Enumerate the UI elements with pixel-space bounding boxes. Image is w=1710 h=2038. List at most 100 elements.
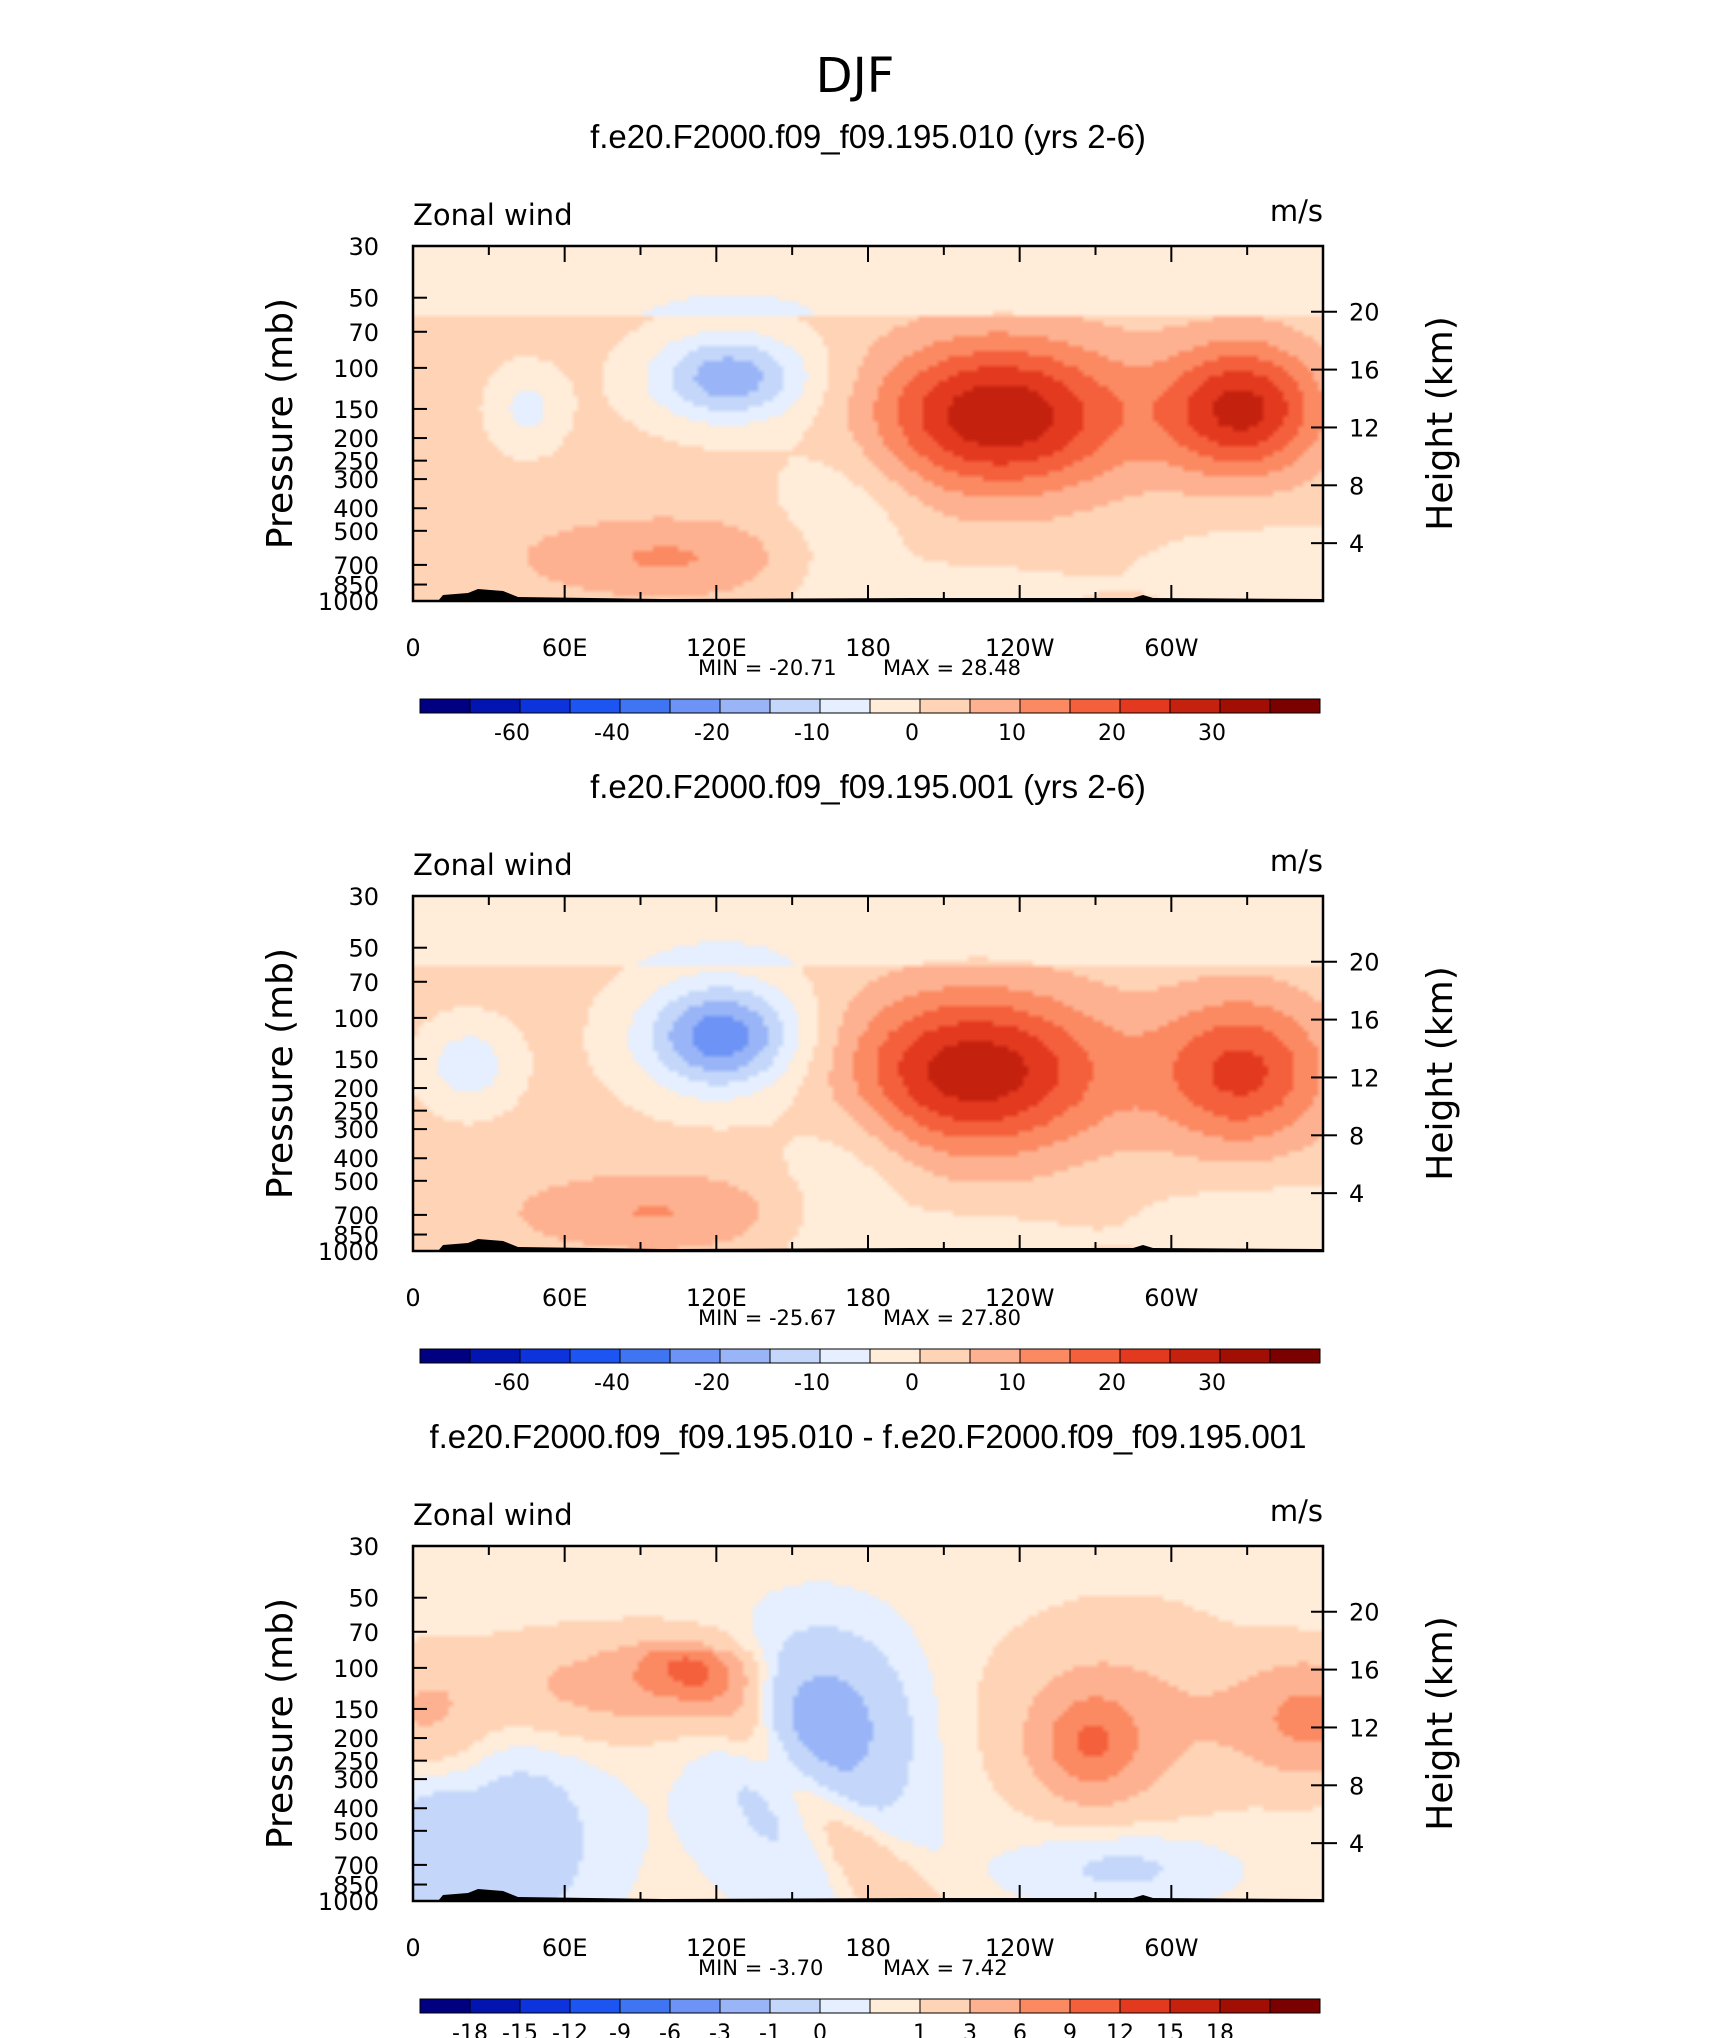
panel-title: f.e20.F2000.f09_f09.195.010 - f.e20.F200… — [429, 1418, 1306, 1455]
colorbar-swatch — [669, 698, 721, 714]
colorbar-label: -15 — [502, 2021, 538, 2038]
y-tick-label: 500 — [333, 1818, 379, 1846]
x-tick-label: 180 — [845, 634, 891, 662]
colorbar-label: 10 — [998, 721, 1026, 746]
colorbar-label: 0 — [905, 1371, 919, 1396]
colorbar-swatch — [1219, 698, 1271, 714]
y-tick-label: 150 — [333, 1046, 379, 1074]
colorbar-swatch — [969, 1998, 1021, 2014]
y-tick-label: 500 — [333, 518, 379, 546]
height-tick-label: 4 — [1349, 530, 1364, 558]
y-tick-label: 850 — [333, 572, 379, 600]
y-axis-label: Pressure (mb) — [260, 298, 301, 549]
x-tick-label: 60E — [542, 1284, 588, 1312]
colorbar-swatch — [1069, 1348, 1121, 1364]
colorbar-label: 10 — [998, 1371, 1026, 1396]
x-tick-label: 60W — [1144, 1284, 1198, 1312]
colorbar-swatch — [519, 1998, 571, 2014]
colorbar-label: 0 — [905, 721, 919, 746]
colorbar-swatch — [919, 1348, 971, 1364]
colorbar-swatch — [1219, 1998, 1271, 2014]
height-tick-label: 20 — [1349, 299, 1380, 327]
y-axis-right-label: Height (km) — [1420, 1616, 1461, 1830]
colorbar-swatch — [969, 698, 1021, 714]
colorbar-label: -20 — [694, 1371, 730, 1396]
y-tick-label: 100 — [333, 355, 379, 383]
units-label: m/s — [1270, 844, 1323, 878]
colorbar-swatch — [419, 1998, 471, 2014]
contour-field — [413, 1546, 1323, 1901]
x-tick-label: 180 — [845, 1934, 891, 1962]
panel-3 — [411, 1544, 1337, 2014]
y-tick-label: 400 — [333, 1795, 379, 1823]
height-tick-label: 12 — [1349, 1714, 1380, 1742]
max-label: MAX = 28.48 — [883, 656, 1021, 680]
colorbar-label: 18 — [1206, 2021, 1234, 2038]
x-tick-label: 60E — [542, 634, 588, 662]
y-tick-label: 150 — [333, 1696, 379, 1724]
colorbar-swatch — [869, 1348, 921, 1364]
colorbar-swatch — [569, 698, 621, 714]
colorbar-swatch — [469, 1998, 521, 2014]
colorbar-label: -6 — [659, 2021, 681, 2038]
colorbar-swatch — [869, 698, 921, 714]
colorbar-label: -9 — [609, 2021, 631, 2038]
y-tick-label: 200 — [333, 1075, 379, 1103]
colorbar-label: 30 — [1198, 721, 1226, 746]
y-tick-label: 400 — [333, 495, 379, 523]
colorbar-swatch — [919, 698, 971, 714]
x-tick-label: 120W — [985, 1284, 1055, 1312]
colorbar-label: -40 — [594, 1371, 630, 1396]
colorbar-label: 20 — [1098, 721, 1126, 746]
min-label: MIN = -25.67 — [698, 1306, 837, 1330]
colorbar-label: 9 — [1063, 2021, 1077, 2038]
y-tick-label: 100 — [333, 1655, 379, 1683]
figure-title: DJF — [816, 48, 895, 104]
y-tick-label: 1000 — [318, 588, 379, 616]
y-tick-label: 250 — [333, 1748, 379, 1776]
variable-label: Zonal wind — [413, 1498, 573, 1532]
colorbar-label: 3 — [963, 2021, 977, 2038]
colorbar-swatch — [1119, 1998, 1171, 2014]
y-tick-label: 30 — [348, 1533, 379, 1561]
x-tick-label: 60W — [1144, 1934, 1198, 1962]
variable-label: Zonal wind — [413, 848, 573, 882]
y-tick-label: 200 — [333, 1725, 379, 1753]
colorbar-swatch — [1019, 1998, 1071, 2014]
colorbar-swatch — [419, 1348, 471, 1364]
colorbar-swatch — [719, 1998, 771, 2014]
y-tick-label: 70 — [348, 1619, 379, 1647]
y-tick-label: 500 — [333, 1168, 379, 1196]
height-tick-label: 8 — [1349, 1122, 1364, 1150]
colorbar-label: -20 — [694, 721, 730, 746]
min-label: MIN = -3.70 — [698, 1956, 823, 1980]
panel-2 — [411, 894, 1337, 1364]
colorbar-swatch — [569, 1348, 621, 1364]
colorbar-swatch — [519, 698, 571, 714]
y-tick-label: 250 — [333, 1098, 379, 1126]
x-tick-label: 0 — [405, 1934, 420, 1962]
height-tick-label: 4 — [1349, 1830, 1364, 1858]
colorbar-label: 6 — [1013, 2021, 1027, 2038]
y-tick-label: 30 — [348, 233, 379, 261]
colorbar-swatch — [1069, 698, 1121, 714]
colorbar-label: 1 — [913, 2021, 927, 2038]
y-tick-label: 300 — [333, 1116, 379, 1144]
panel-title: f.e20.F2000.f09_f09.195.010 (yrs 2-6) — [590, 118, 1146, 155]
y-tick-label: 50 — [348, 285, 379, 313]
y-tick-label: 300 — [333, 1766, 379, 1794]
y-tick-label: 100 — [333, 1005, 379, 1033]
y-tick-label: 850 — [333, 1872, 379, 1900]
colorbar-swatch — [919, 1998, 971, 2014]
colorbar-swatch — [619, 1998, 671, 2014]
min-label: MIN = -20.71 — [698, 656, 837, 680]
x-tick-label: 120W — [985, 634, 1055, 662]
colorbar-swatch — [619, 698, 671, 714]
colorbar-swatch — [819, 1348, 871, 1364]
y-tick-label: 1000 — [318, 1888, 379, 1916]
height-tick-label: 8 — [1349, 472, 1364, 500]
y-tick-label: 700 — [333, 1202, 379, 1230]
y-tick-label: 150 — [333, 396, 379, 424]
colorbar-swatch — [769, 1998, 821, 2014]
